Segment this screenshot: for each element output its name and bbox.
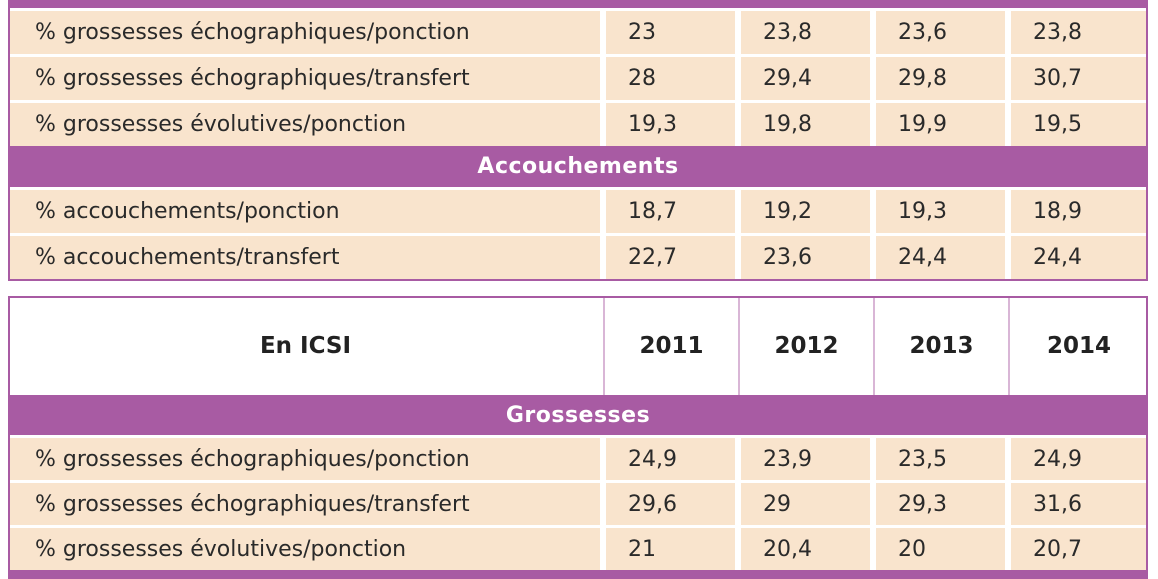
value-cell: 23,5 (876, 438, 1005, 480)
value-cell: 23,6 (876, 11, 1005, 54)
value-cell: 23,6 (741, 236, 870, 279)
year-header: 2013 (873, 296, 1008, 395)
value-cell: 29,3 (876, 483, 1005, 525)
row-label: % grossesses échographiques/ponction (10, 11, 600, 54)
table-border-right (1146, 296, 1148, 570)
year-header: 2011 (603, 296, 738, 395)
value-cell: 20 (876, 528, 1005, 570)
value-cell: 23,8 (741, 11, 870, 54)
value-cell: 19,9 (876, 103, 1005, 146)
row-label: % grossesses échographiques/transfert (10, 57, 600, 100)
section-title: Accouchements (8, 146, 1148, 187)
value-cell: 22,7 (606, 236, 735, 279)
value-cell: 23,8 (1011, 11, 1146, 54)
value-cell: 23 (606, 11, 735, 54)
value-cell: 29,6 (606, 483, 735, 525)
year-header: 2014 (1008, 296, 1148, 395)
row-label: % grossesses évolutives/ponction (10, 103, 600, 146)
year-header: 2012 (738, 296, 873, 395)
value-cell: 19,3 (876, 190, 1005, 233)
value-cell: 28 (606, 57, 735, 100)
row-label: % accouchements/ponction (10, 190, 600, 233)
value-cell: 20,7 (1011, 528, 1146, 570)
header-cell: En ICSI (8, 296, 603, 395)
value-cell: 23,9 (741, 438, 870, 480)
value-cell: 21 (606, 528, 735, 570)
row-label: % accouchements/transfert (10, 236, 600, 279)
table-border-left (8, 296, 10, 570)
value-cell: 18,7 (606, 190, 735, 233)
table-border-right (1146, 0, 1148, 279)
table-border-left (8, 0, 10, 279)
value-cell: 20,4 (741, 528, 870, 570)
value-cell: 18,9 (1011, 190, 1146, 233)
section-title: Grossesses (8, 0, 1148, 8)
value-cell: 29 (741, 483, 870, 525)
value-cell: 24,9 (1011, 438, 1146, 480)
table-border-top (8, 296, 1148, 298)
row-label: % grossesses échographiques/ponction (10, 438, 600, 480)
value-cell: 19,2 (741, 190, 870, 233)
table-border-bottom (8, 570, 1148, 579)
row-label: % grossesses évolutives/ponction (10, 528, 600, 570)
table-border-bottom (8, 279, 1148, 281)
value-cell: 19,5 (1011, 103, 1146, 146)
value-cell: 31,6 (1011, 483, 1146, 525)
value-cell: 29,8 (876, 57, 1005, 100)
value-cell: 24,4 (876, 236, 1005, 279)
value-cell: 30,7 (1011, 57, 1146, 100)
value-cell: 24,4 (1011, 236, 1146, 279)
value-cell: 29,4 (741, 57, 870, 100)
row-label: % grossesses échographiques/transfert (10, 483, 600, 525)
value-cell: 24,9 (606, 438, 735, 480)
value-cell: 19,8 (741, 103, 870, 146)
section-title: Grossesses (8, 395, 1148, 435)
value-cell: 19,3 (606, 103, 735, 146)
